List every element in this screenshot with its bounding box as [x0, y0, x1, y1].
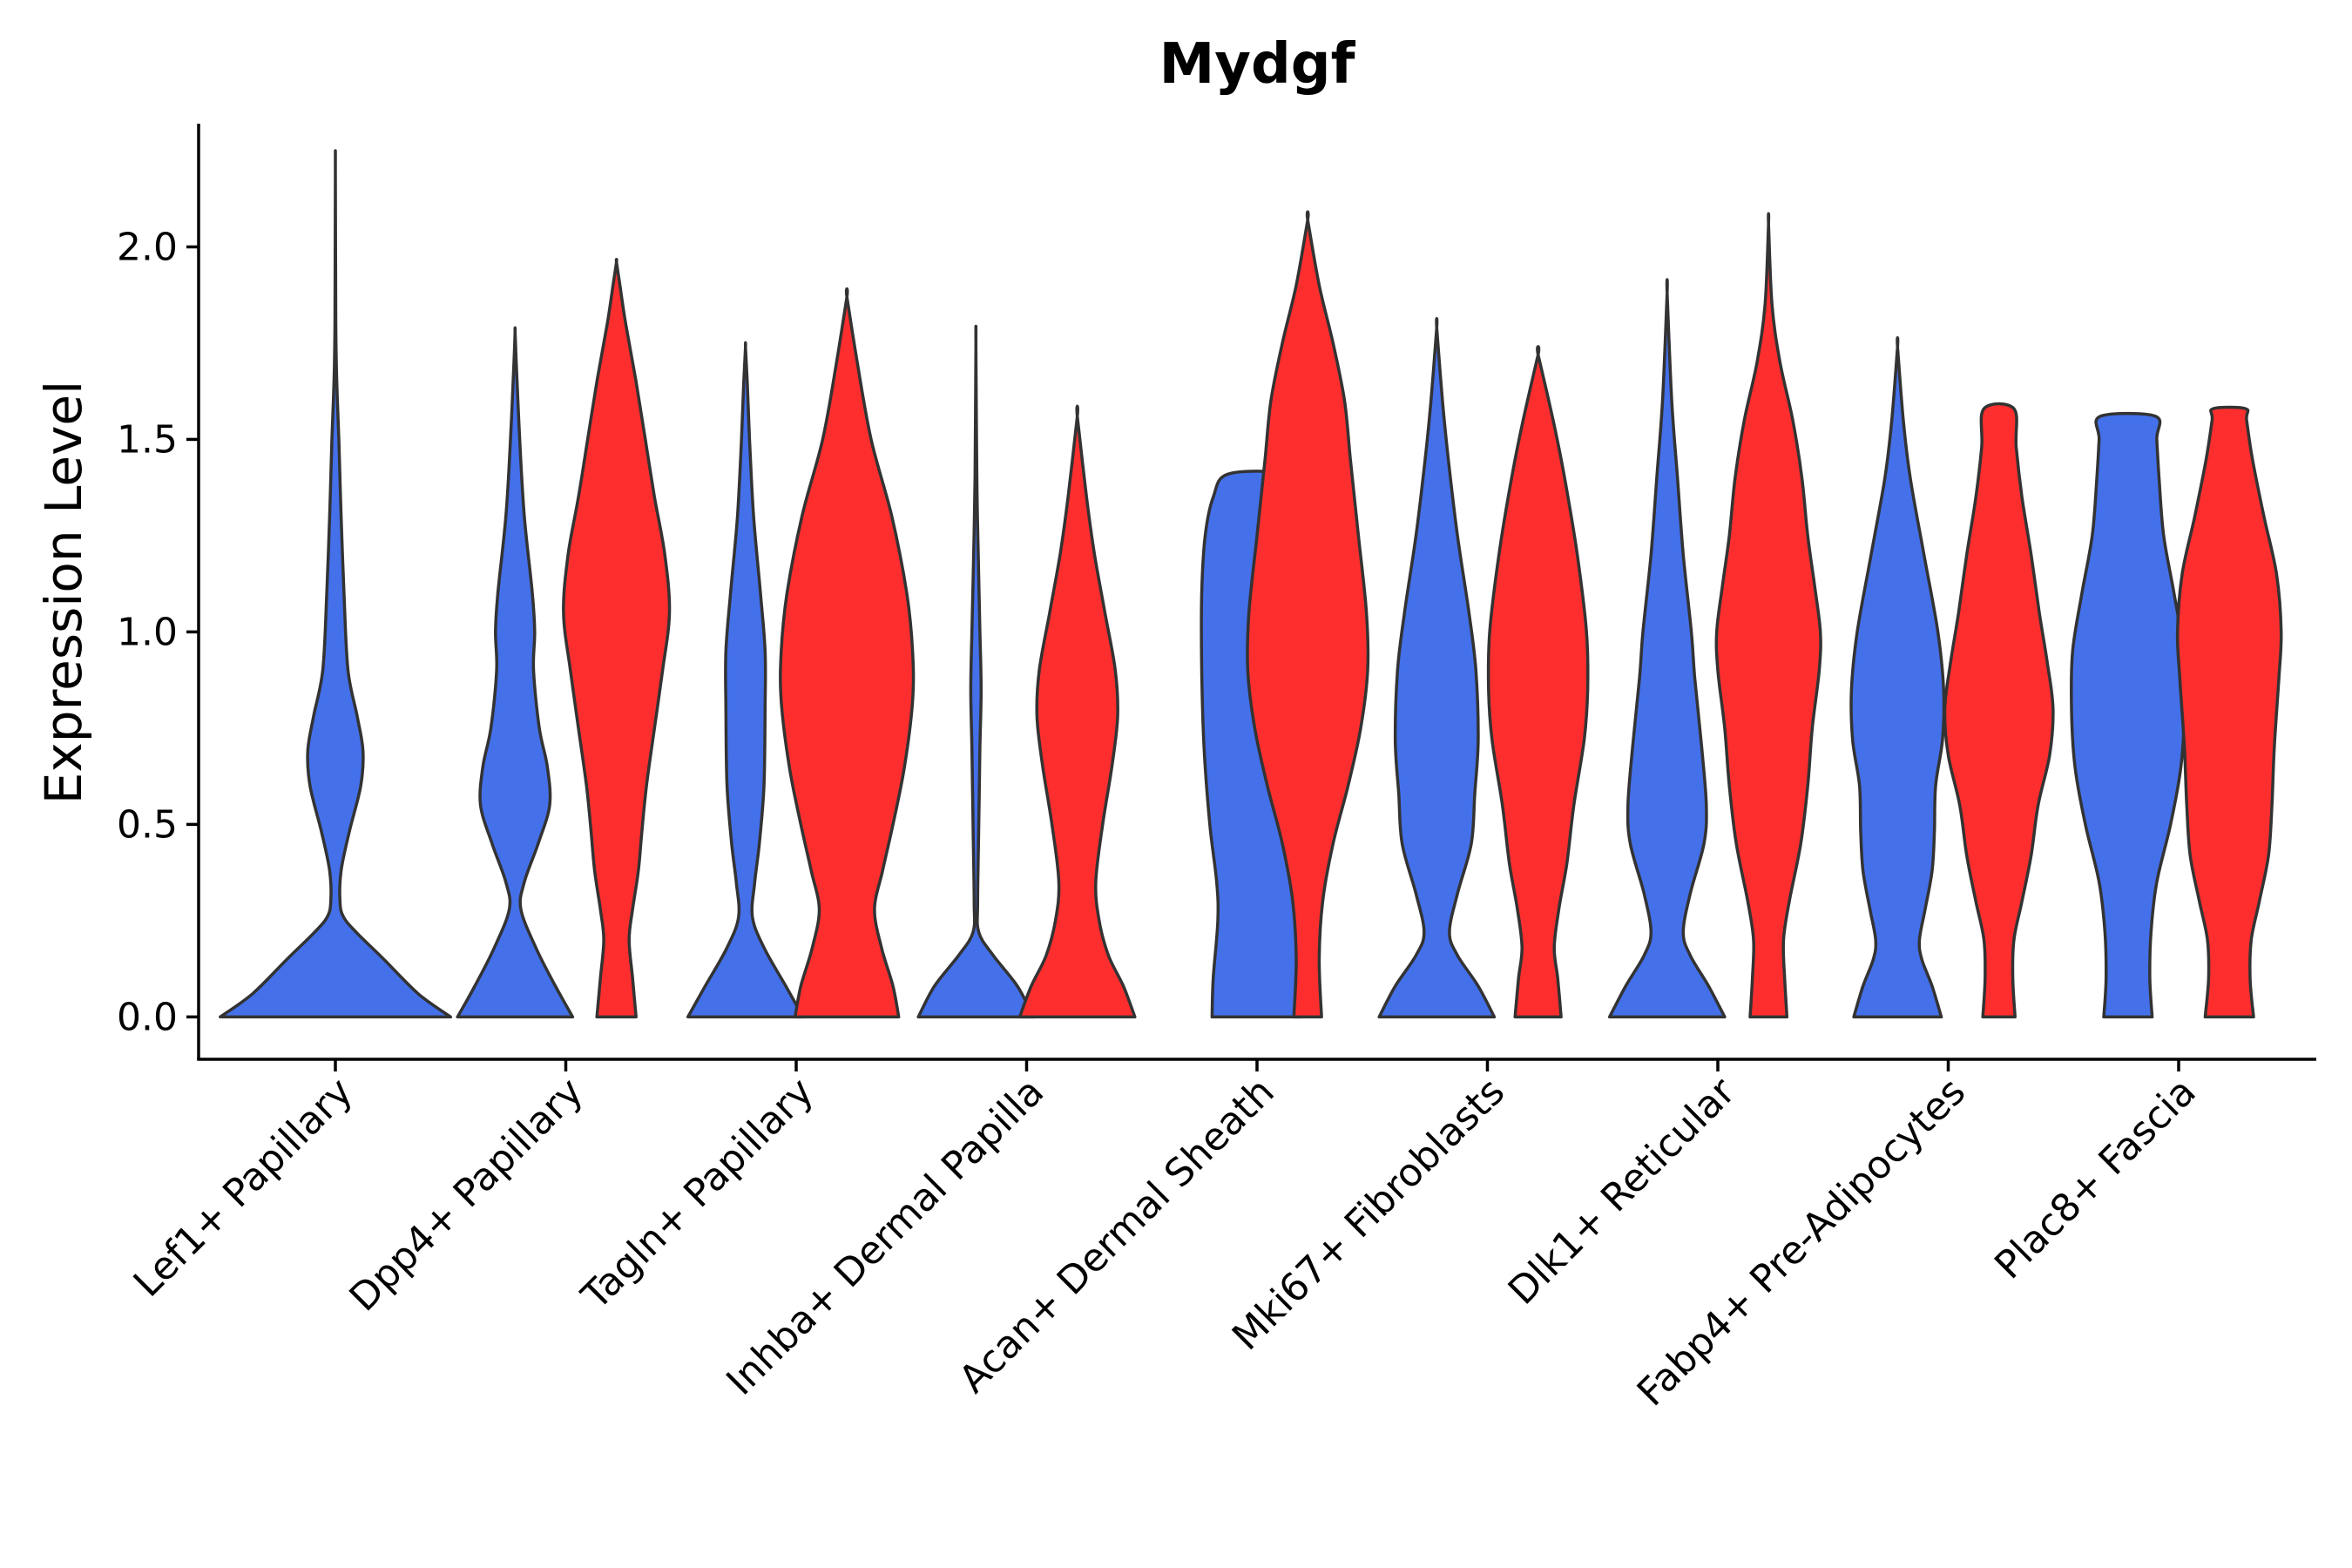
violin-group-2-fabp4-pre-adipocytes	[1943, 402, 2055, 1019]
x-tick-label: Plac8+ Fascia	[1986, 1070, 2205, 1288]
y-axis-ticks: 0.0 0.5 1.0 1.5 2.0	[117, 225, 199, 1039]
violin-group-1-dlk1-reticular	[1607, 278, 1727, 1019]
x-tick-label: Tagln+ Papillary	[573, 1070, 822, 1319]
violin-group-2-dlk1-reticular	[1714, 212, 1822, 1019]
x-tick-label: Lef1+ Papillary	[125, 1070, 362, 1306]
y-axis-label: Expression Level	[34, 381, 93, 804]
violin-group-1-plac8-fascia	[2069, 411, 2186, 1019]
violin-group-1-lef1-papillary	[219, 149, 453, 1019]
violin-group-1-tagln-papillary	[686, 341, 805, 1019]
violin-group-1-dpp4-papillary	[456, 326, 575, 1019]
violin-group-2-dpp4-papillary	[562, 258, 672, 1019]
violin-group-1-inhba-dermal-papilla	[916, 324, 1036, 1019]
y-tick-label: 1.0	[117, 610, 178, 654]
violin-group-1-mki67-fibroblasts	[1377, 317, 1497, 1019]
violin-group-2-inhba-dermal-papilla	[1017, 404, 1137, 1019]
chart-title: Mydgf	[1159, 32, 1356, 97]
violin-group-2-plac8-fascia	[2175, 405, 2283, 1019]
violins-group	[219, 149, 2283, 1019]
violin-group-2-tagln-papillary	[779, 287, 916, 1019]
y-tick-label: 0.0	[117, 995, 178, 1039]
x-tick-label: Dpp4+ Papillary	[341, 1070, 592, 1321]
y-tick-label: 1.5	[117, 417, 178, 462]
violin-group-1-fabp4-pre-adipocytes	[1849, 336, 1946, 1019]
x-tick-label: Dlk1+ Reticular	[1500, 1069, 1745, 1314]
violin-group-2-mki67-fibroblasts	[1486, 345, 1590, 1019]
y-tick-label: 2.0	[117, 225, 178, 269]
y-tick-label: 0.5	[117, 802, 178, 847]
violin-group-2-acan-dermal-sheath	[1246, 210, 1370, 1019]
